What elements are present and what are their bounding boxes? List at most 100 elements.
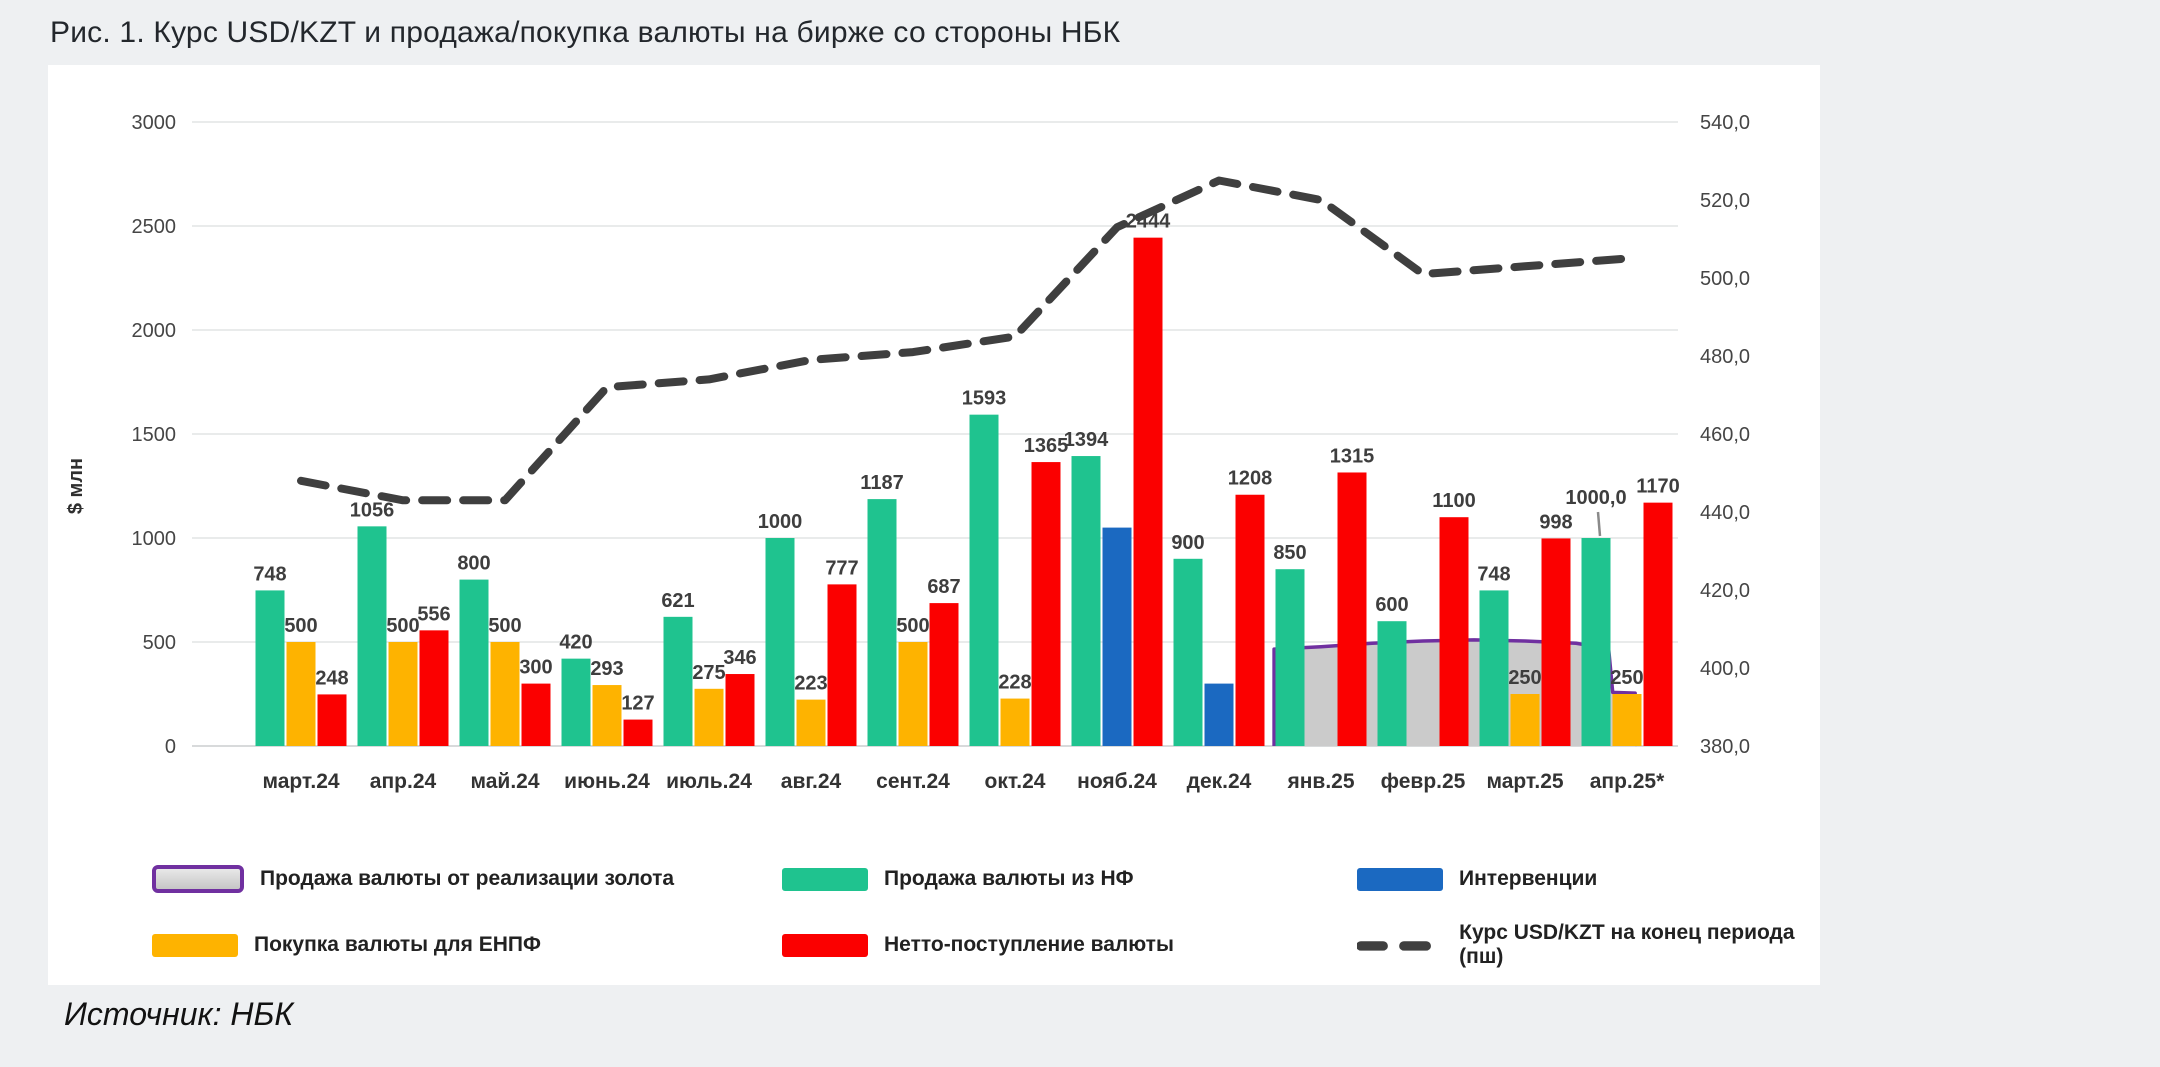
legend-row-2: Покупка валюты для ЕНПФ Нетто-поступлени…	[48, 921, 1820, 969]
bar-value-nf-янв.25: 850	[1273, 542, 1306, 564]
bar-net-июнь.24	[623, 719, 653, 746]
bar-enpf-март.24	[286, 642, 316, 746]
legend-item-interventions: Интервенции	[1357, 867, 1820, 891]
right-axis-tick-440,0: 440,0	[1700, 502, 1750, 524]
bar-net-авг.24	[827, 584, 857, 746]
bar-nf-февр.25	[1377, 621, 1407, 746]
right-axis-tick-380,0: 380,0	[1700, 736, 1750, 758]
bar-value-enpf-апр.25*: 250	[1610, 667, 1643, 689]
left-axis-title: $ млн	[65, 458, 87, 514]
bar-net-май.24	[521, 683, 551, 746]
right-axis-tick-500,0: 500,0	[1700, 268, 1750, 290]
bar-nf-июнь.24	[561, 658, 591, 746]
bar-interventions-дек.24	[1204, 683, 1234, 746]
bar-nf-май.24	[459, 579, 489, 746]
bar-net-февр.25	[1439, 517, 1469, 746]
label-leader-nf-апр.25*	[1596, 511, 1602, 537]
x-axis-label-март.25: март.25	[1486, 770, 1563, 793]
left-axis-tick-2000: 2000	[132, 320, 177, 342]
bar-value-nf-апр.24: 1056	[350, 499, 395, 521]
x-axis-label-нояб.24: нояб.24	[1077, 770, 1157, 793]
bar-enpf-авг.24	[796, 699, 826, 746]
legend-label: Покупка валюты для ЕНПФ	[254, 933, 541, 956]
bar-net-март.25	[1541, 538, 1571, 746]
bar-value-nf-февр.25: 600	[1375, 594, 1408, 616]
bar-value-nf-май.24: 800	[457, 553, 490, 575]
bar-value-enpf-окт.24: 228	[998, 672, 1031, 694]
bar-value-net-июль.24: 346	[723, 647, 756, 669]
legend-item-enpf-purchase: Покупка валюты для ЕНПФ	[152, 933, 782, 957]
legend-label: Интервенции	[1459, 867, 1598, 890]
bar-value-enpf-авг.24: 223	[794, 673, 827, 695]
legend-label: Продажа валюты из НФ	[884, 867, 1134, 890]
bar-nf-июль.24	[663, 616, 693, 746]
left-axis-tick-3000: 3000	[132, 112, 177, 134]
bar-value-nf-сент.24: 1187	[860, 472, 903, 494]
bar-nf-дек.24	[1173, 558, 1203, 746]
bar-value-net-авг.24: 777	[825, 557, 858, 579]
bar-net-нояб.24	[1133, 237, 1163, 746]
x-axis-label-апр.24: апр.24	[370, 770, 437, 793]
bar-value-net-апр.25*: 1170	[1636, 476, 1679, 498]
bar-nf-сент.24	[867, 499, 897, 746]
bar-interventions-нояб.24	[1102, 527, 1132, 746]
x-axis-label-февр.25: февр.25	[1381, 770, 1466, 793]
bar-value-enpf-июнь.24: 293	[590, 658, 623, 680]
chart-card: 748 1056 800 420 621 1000 1187 1593 1394 900 850 60…	[48, 65, 1820, 985]
bar-value-net-март.24: 248	[315, 667, 348, 689]
bar-value-nf-апр.25*: 1000,0	[1565, 487, 1626, 509]
legend-item-usdkzt-rate: Курс USD/KZT на конец периода (пш)	[1357, 921, 1820, 969]
left-axis-tick-0: 0	[165, 736, 176, 758]
bar-net-март.24	[317, 694, 347, 746]
bar-enpf-сент.24	[898, 642, 928, 746]
enpf-bar-swatch-icon	[152, 933, 238, 957]
x-axis-label-июль.24: июль.24	[666, 770, 752, 793]
x-axis-label-авг.24: авг.24	[781, 770, 842, 793]
right-axis-tick-400,0: 400,0	[1700, 658, 1750, 680]
bar-enpf-окт.24	[1000, 698, 1030, 746]
right-axis-tick-460,0: 460,0	[1700, 424, 1750, 446]
usdkzt-rate-line	[297, 176, 1631, 505]
bar-nf-апр.24	[357, 526, 387, 746]
bar-value-net-май.24: 300	[519, 657, 552, 679]
bar-value-enpf-апр.24: 500	[386, 615, 419, 637]
bar-enpf-апр.24	[388, 642, 418, 746]
x-axis-label-янв.25: янв.25	[1286, 770, 1354, 793]
bar-nf-нояб.24	[1071, 456, 1101, 746]
bar-nf-янв.25	[1275, 569, 1305, 746]
legend-row-1: Продажа валюты от реализации золота Прод…	[48, 865, 1820, 893]
bar-value-enpf-сент.24: 500	[896, 615, 929, 637]
bar-value-net-сент.24: 687	[927, 576, 960, 598]
bar-enpf-апр.25*	[1612, 694, 1642, 746]
bar-enpf-июль.24	[694, 688, 724, 746]
right-axis-tick-420,0: 420,0	[1700, 580, 1750, 602]
bar-net-окт.24	[1031, 462, 1061, 746]
bar-value-net-июнь.24: 127	[621, 693, 654, 715]
bar-net-дек.24	[1235, 494, 1265, 746]
chart-plot: 748 1056 800 420 621 1000 1187 1593 1394 900 850 60…	[65, 112, 1750, 793]
bar-nf-март.25	[1479, 590, 1509, 746]
bar-value-nf-март.25: 748	[1477, 563, 1510, 585]
legend-label: Курс USD/KZT на конец периода (пш)	[1459, 921, 1795, 968]
bar-value-net-март.25: 998	[1539, 511, 1572, 533]
legend-label: Продажа валюты от реализации золота	[260, 867, 675, 890]
legend-item-gold-sales: Продажа валюты от реализации золота	[152, 865, 782, 893]
bar-value-net-апр.24: 556	[417, 603, 450, 625]
bar-value-net-окт.24: 1365	[1024, 435, 1069, 457]
bar-value-nf-март.24: 748	[253, 563, 286, 585]
dashed-line-swatch-icon	[1357, 940, 1444, 951]
x-axis-label-сент.24: сент.24	[876, 770, 950, 793]
bar-value-nf-нояб.24: 1394	[1064, 429, 1109, 451]
bar-value-enpf-май.24: 500	[488, 615, 521, 637]
chart-legend: Продажа валюты от реализации золота Прод…	[48, 865, 1820, 997]
gold-area-swatch-icon	[152, 865, 244, 893]
bar-enpf-март.25	[1510, 694, 1540, 746]
left-axis-tick-500: 500	[143, 632, 176, 654]
x-axis-label-март.24: март.24	[262, 770, 339, 793]
x-axis-label-окт.24: окт.24	[985, 770, 1046, 793]
bar-nf-окт.24	[969, 414, 999, 746]
x-axis-label-май.24: май.24	[470, 770, 539, 793]
bar-value-enpf-июль.24: 275	[692, 662, 725, 684]
legend-item-net-inflow: Нетто-поступление валюты	[782, 933, 1357, 957]
